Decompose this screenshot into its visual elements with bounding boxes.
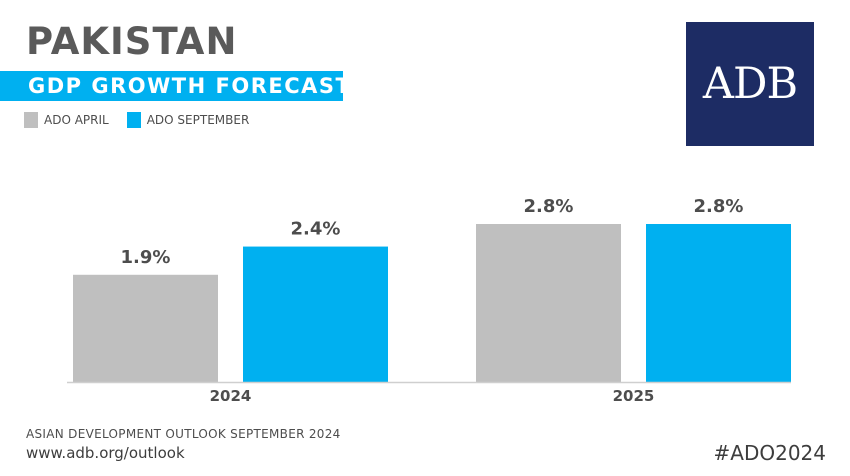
bar-2025-april xyxy=(476,223,621,382)
chart-subtitle: GDP GROWTH FORECAST xyxy=(28,74,352,98)
bar-2024-april xyxy=(73,274,218,382)
legend: ADO APRIL ADO SEPTEMBER xyxy=(24,111,267,129)
legend-label-september: ADO SEPTEMBER xyxy=(146,113,250,127)
outlook-link[interactable]: www.adb.org/outlook xyxy=(26,444,185,462)
adb-logo: ADB xyxy=(686,22,814,146)
legend-swatch-september xyxy=(126,112,141,128)
data-label-2025-september: 2.8% xyxy=(694,196,744,217)
data-label-2024-september: 2.4% xyxy=(291,219,341,240)
x-tick-label-2024: 2024 xyxy=(210,387,252,405)
data-label-2024-april: 1.9% xyxy=(121,247,171,268)
source-note: ASIAN DEVELOPMENT OUTLOOK SEPTEMBER 2024 xyxy=(26,427,341,441)
legend-item-september: ADO SEPTEMBER xyxy=(126,112,250,128)
page-title: PAKISTAN xyxy=(26,20,238,63)
logo-text: ADB xyxy=(702,59,798,109)
hashtag: #ADO2024 xyxy=(713,441,826,465)
bar-2025-september xyxy=(646,223,791,382)
bar-2024-september xyxy=(243,246,388,382)
legend-item-april: ADO APRIL xyxy=(24,112,109,128)
data-label-2025-april: 2.8% xyxy=(524,196,574,217)
subtitle-band xyxy=(0,71,343,101)
legend-label-april: ADO APRIL xyxy=(44,113,109,127)
x-tick-label-2025: 2025 xyxy=(613,387,655,405)
legend-swatch-april xyxy=(24,112,38,128)
